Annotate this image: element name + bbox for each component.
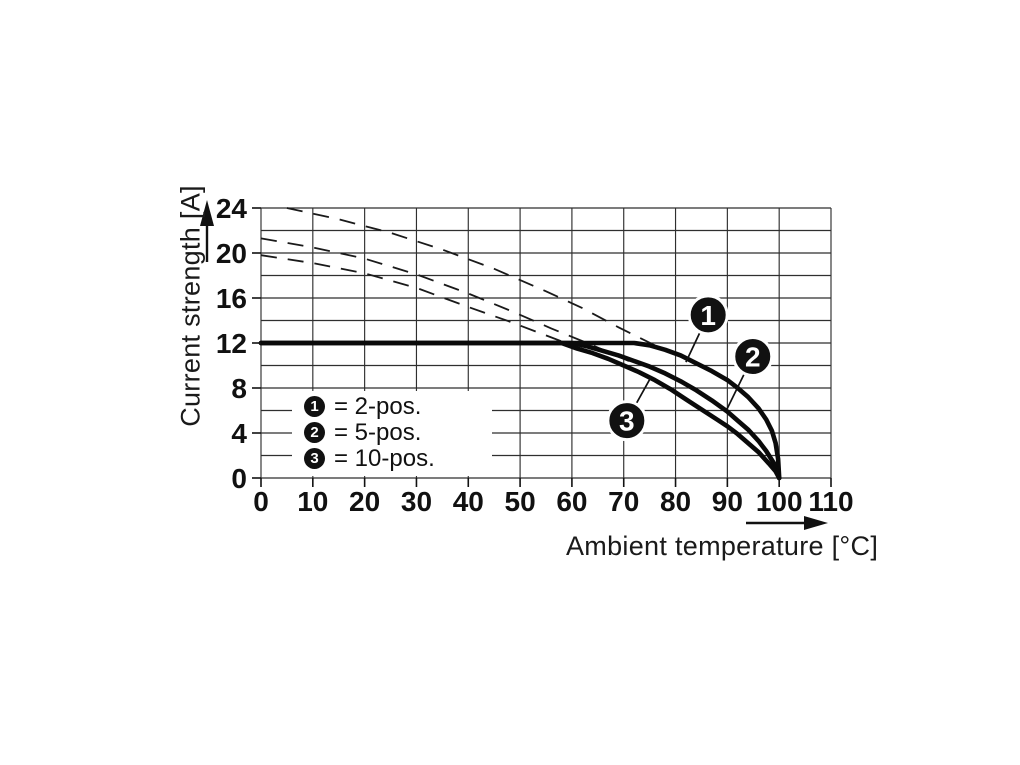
marker-number-2: 2: [745, 342, 761, 373]
solid-curve-3: [258, 340, 782, 481]
legend-label-10pos: = 10-pos.: [334, 445, 435, 472]
solid-curve-1: [258, 340, 782, 481]
y-tick-label: 16: [216, 283, 247, 314]
callout-marker-3: 3: [606, 376, 652, 442]
x-tick-label: 90: [712, 486, 743, 517]
marker-number-3: 3: [619, 406, 635, 437]
legend-item-2pos: 1 = 2-pos.: [304, 394, 486, 419]
x-axis-arrow-icon: [746, 516, 828, 530]
y-tick-label: 20: [216, 238, 247, 269]
legend-item-10pos: 3 = 10-pos.: [304, 446, 486, 471]
x-tick-label: 30: [401, 486, 432, 517]
y-axis-arrow-icon: [200, 200, 214, 262]
x-axis-label: Ambient temperature [°C]: [566, 531, 879, 561]
y-tick-label: 24: [216, 193, 248, 224]
legend-item-5pos: 2 = 5-pos.: [304, 420, 486, 445]
legend-marker-3-icon: 3: [304, 448, 325, 469]
callout-marker-2: 2: [726, 336, 774, 410]
y-tick-label: 0: [231, 463, 247, 494]
grid: [260, 207, 832, 479]
x-tick-label: 80: [660, 486, 691, 517]
dashed-curve-1: [286, 207, 656, 347]
marker-number-1: 1: [700, 300, 716, 331]
callout-marker-1: 1: [685, 294, 729, 363]
x-tick-label: 60: [556, 486, 587, 517]
x-tick-label: 10: [297, 486, 328, 517]
legend-marker-1-icon: 1: [304, 396, 325, 417]
marker-circle-1: [687, 294, 729, 336]
legend: 1 = 2-pos. 2 = 5-pos. 3 = 10-pos.: [292, 391, 492, 476]
y-tick-label: 4: [231, 418, 247, 449]
legend-label-5pos: = 5-pos.: [334, 419, 422, 446]
y-tick-label: 8: [231, 373, 247, 404]
x-tick-label: 0: [253, 486, 269, 517]
x-tick-label: 70: [608, 486, 639, 517]
y-axis-label: Current strength [A]: [175, 185, 206, 427]
y-tick-label: 12: [216, 328, 247, 359]
x-tick-label: 50: [505, 486, 536, 517]
legend-label-2pos: = 2-pos.: [334, 393, 422, 420]
x-tick-label: 40: [453, 486, 484, 517]
x-tick-label: 100: [756, 486, 803, 517]
dashed-curve-2: [260, 237, 630, 362]
marker-circle-2: [732, 336, 774, 377]
legend-marker-2-icon: 2: [304, 422, 325, 443]
solid-curve-2: [258, 340, 782, 481]
tick-marks: [252, 207, 832, 487]
x-tick-label: 110: [808, 486, 853, 517]
dashed-curve-3: [260, 254, 630, 368]
marker-circle-3: [606, 400, 648, 442]
x-tick-label: 20: [349, 486, 380, 517]
